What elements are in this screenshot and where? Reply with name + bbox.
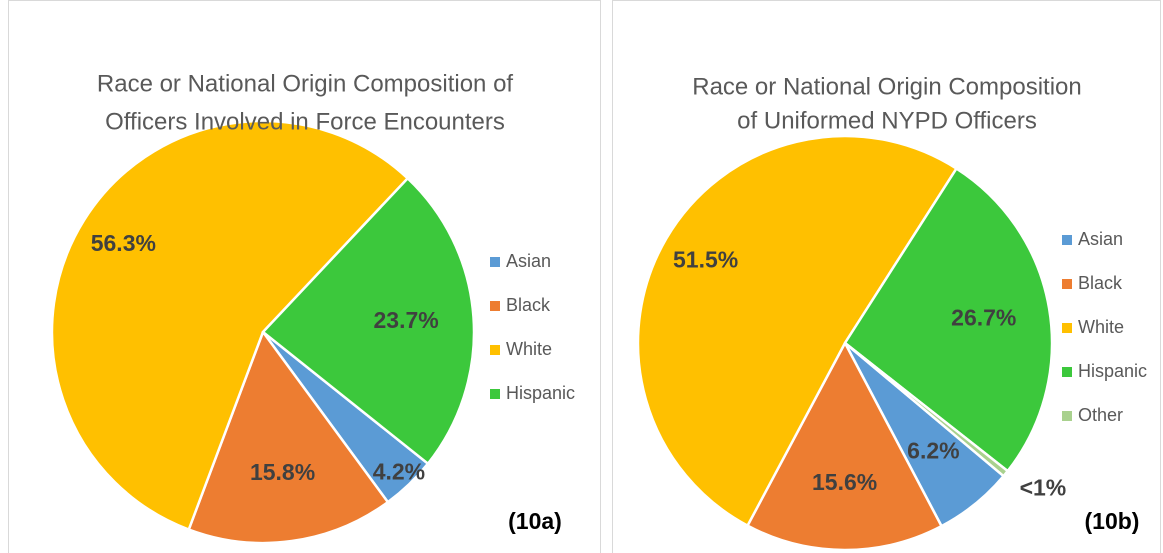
- chart-title: Race or National Origin Composition of: [97, 70, 514, 97]
- data-label: 23.7%: [374, 307, 439, 333]
- annotation: (10a): [508, 508, 562, 534]
- panel-border: [8, 0, 601, 553]
- pie-slice: [50, 119, 410, 532]
- chart-title: Officers Involved in Force Encounters: [105, 108, 505, 135]
- legend-swatch: [1062, 323, 1072, 333]
- pie-slice: [844, 342, 1010, 478]
- pie-slice: [187, 329, 390, 545]
- data-label: 6.2%: [907, 438, 959, 464]
- chart-title: Race or National Origin Composition: [692, 73, 1082, 100]
- annotation: (10b): [1085, 508, 1140, 534]
- pie-slice: [843, 166, 1054, 473]
- data-label: 4.2%: [373, 459, 425, 485]
- data-label: 56.3%: [91, 230, 156, 256]
- legend-swatch: [490, 257, 500, 267]
- legend-label: Black: [1078, 273, 1123, 293]
- pie-slice: [261, 176, 476, 466]
- legend-label: White: [1078, 317, 1124, 337]
- pie-slice: [745, 340, 944, 552]
- data-label: 51.5%: [673, 247, 738, 273]
- legend-swatch: [490, 389, 500, 399]
- chart-title: of Uniformed NYPD Officers: [737, 107, 1037, 134]
- legend-swatch: [1062, 411, 1072, 421]
- legend-swatch: [490, 301, 500, 311]
- legend-label: Black: [506, 295, 551, 315]
- legend-swatch: [490, 345, 500, 355]
- data-label: 26.7%: [951, 305, 1016, 331]
- pie-slice: [636, 134, 959, 528]
- data-label: <1%: [1020, 474, 1067, 500]
- legend-swatch: [1062, 235, 1072, 245]
- data-label: 15.8%: [250, 459, 315, 485]
- legend-swatch: [1062, 279, 1072, 289]
- legend-label: Asian: [1078, 229, 1123, 249]
- legend-swatch: [1062, 367, 1072, 377]
- legend-label: Hispanic: [1078, 361, 1147, 381]
- panel-border: [612, 0, 1161, 553]
- legend-label: Other: [1078, 405, 1123, 425]
- legend-label: Asian: [506, 251, 551, 271]
- legend-label: Hispanic: [506, 383, 575, 403]
- data-label: 15.6%: [812, 469, 877, 495]
- legend-label: White: [506, 339, 552, 359]
